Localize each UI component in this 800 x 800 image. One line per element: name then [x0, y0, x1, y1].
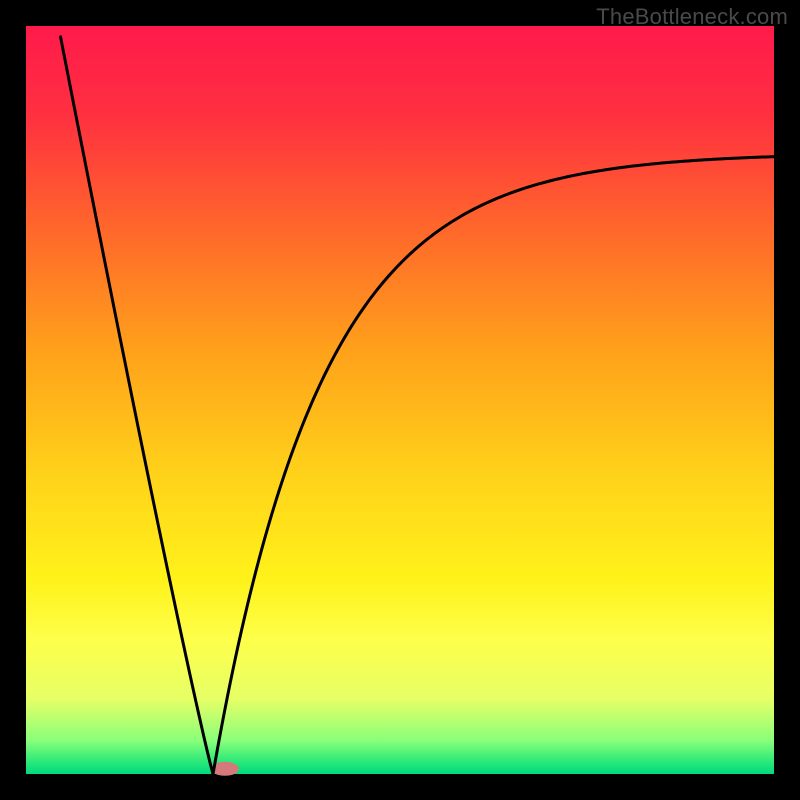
watermark-text: TheBottleneck.com: [596, 4, 788, 30]
chart-container: TheBottleneck.com: [0, 0, 800, 800]
bottleneck-chart-svg: [0, 0, 800, 800]
chart-gradient-background: [26, 26, 774, 774]
